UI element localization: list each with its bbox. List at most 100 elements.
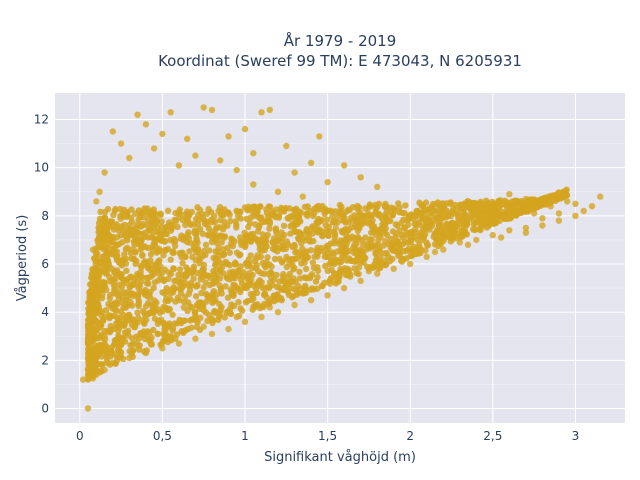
- data-point: [550, 196, 557, 203]
- data-point: [289, 294, 296, 301]
- data-point: [89, 265, 96, 273]
- data-point: [150, 326, 157, 334]
- data-point: [88, 328, 95, 335]
- data-point: [226, 249, 233, 256]
- data-point: [266, 106, 273, 114]
- data-point: [181, 317, 188, 324]
- data-point: [79, 376, 87, 383]
- data-point: [351, 265, 358, 272]
- data-point: [216, 282, 223, 289]
- data-point: [241, 125, 249, 133]
- data-point: [274, 292, 281, 299]
- data-point: [154, 330, 161, 338]
- data-point: [338, 245, 345, 252]
- data-point: [101, 366, 108, 374]
- data-point: [93, 198, 100, 205]
- data-point: [407, 237, 415, 245]
- data-point: [323, 253, 330, 261]
- data-point: [85, 310, 92, 318]
- data-point: [503, 204, 511, 211]
- data-point: [144, 234, 152, 241]
- data-point: [440, 207, 447, 215]
- data-point: [101, 169, 108, 176]
- data-point: [233, 224, 240, 231]
- data-point: [530, 210, 538, 217]
- data-point: [121, 280, 128, 287]
- data-point: [246, 261, 253, 268]
- data-point: [235, 298, 242, 306]
- data-point: [357, 277, 364, 285]
- data-point: [111, 249, 119, 256]
- data-point: [303, 228, 310, 235]
- data-point: [374, 183, 381, 191]
- data-point: [265, 261, 273, 268]
- data-point: [135, 240, 142, 248]
- data-point: [456, 212, 463, 219]
- data-point: [278, 259, 286, 266]
- data-point: [185, 212, 192, 220]
- data-point: [333, 257, 341, 265]
- data-point: [227, 310, 234, 317]
- data-point: [451, 223, 458, 230]
- data-point: [351, 222, 359, 229]
- data-point: [176, 210, 183, 217]
- data-point: [227, 286, 234, 293]
- data-point: [301, 259, 308, 266]
- data-point: [357, 174, 364, 181]
- data-point: [326, 280, 334, 287]
- data-point: [109, 128, 117, 135]
- data-point: [103, 270, 110, 277]
- data-point: [101, 347, 108, 354]
- data-point: [291, 221, 299, 228]
- data-point: [291, 169, 298, 176]
- data-point: [329, 219, 337, 226]
- data-point: [309, 259, 317, 266]
- data-point: [345, 226, 352, 233]
- data-point: [185, 229, 192, 236]
- data-point: [291, 207, 298, 214]
- data-point: [588, 203, 596, 210]
- data-point: [439, 234, 446, 242]
- data-point: [111, 269, 118, 276]
- x-tick-label: 3: [572, 429, 580, 443]
- data-point: [293, 291, 301, 298]
- data-point: [506, 191, 513, 198]
- data-point: [261, 243, 269, 250]
- data-point: [259, 259, 267, 267]
- data-point: [263, 210, 271, 217]
- data-point: [290, 266, 297, 273]
- data-point: [192, 335, 199, 342]
- data-point: [254, 301, 261, 308]
- data-point: [444, 221, 451, 228]
- data-point: [434, 207, 441, 214]
- data-point: [375, 200, 383, 207]
- data-point: [135, 207, 143, 214]
- data-point: [412, 250, 419, 258]
- data-point: [324, 292, 331, 299]
- data-point: [309, 285, 316, 292]
- data-point: [161, 226, 168, 234]
- data-point: [167, 256, 174, 263]
- data-point: [280, 242, 287, 250]
- data-point: [199, 230, 207, 238]
- data-point: [445, 212, 452, 220]
- data-point: [357, 259, 364, 266]
- data-point: [264, 254, 271, 261]
- data-point: [423, 253, 430, 260]
- data-point: [338, 203, 345, 211]
- x-axis-ticks: 0 0,5 1 1,5 2 2,5 3: [76, 429, 579, 443]
- data-point: [271, 276, 278, 283]
- data-point: [124, 317, 132, 324]
- data-point: [327, 259, 334, 266]
- data-point: [307, 159, 315, 167]
- data-point: [195, 299, 203, 306]
- data-point: [218, 239, 225, 246]
- data-point: [117, 205, 124, 213]
- data-point: [171, 277, 178, 284]
- data-point: [186, 220, 194, 228]
- data-point: [142, 349, 150, 357]
- data-point: [539, 215, 546, 222]
- data-point: [96, 215, 104, 222]
- data-point: [86, 357, 93, 364]
